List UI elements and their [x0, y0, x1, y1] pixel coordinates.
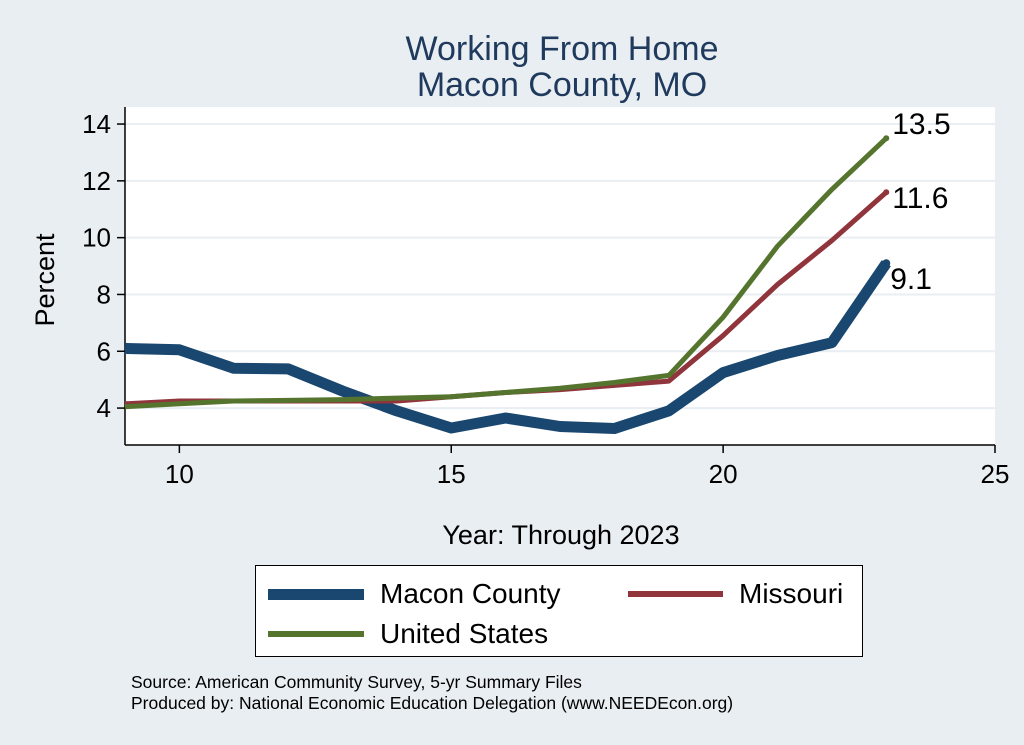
legend-item-united-states: United States	[268, 618, 548, 650]
x-tick-label: 10	[165, 459, 194, 489]
axes: 4 6 8 10 12 14 10 15 20 25 Percent Year: Through 20…	[30, 107, 1009, 550]
end-label-missouri: 11.6	[892, 182, 948, 215]
end-label-united-states: 13.5	[892, 108, 950, 141]
line-chart: 4 6 8 10 12 14 10 15 20 25 Percent Year: Through 20…	[30, 107, 1009, 550]
legend-swatch-macon-county	[268, 588, 364, 600]
x-tick-label: 25	[981, 459, 1010, 489]
series-end-point-united-states	[883, 135, 890, 142]
legend-label: United States	[380, 618, 549, 649]
end-labels: 9.1 11.6 13.5	[890, 108, 950, 296]
chart-subtitle: Macon County, MO	[416, 66, 708, 104]
series-line-united-states	[124, 136, 889, 410]
legend-item-macon-county: Macon County	[268, 578, 561, 610]
source-note: Source: American Community Survey, 5-yr …	[131, 672, 582, 692]
series-line-macon-county	[124, 260, 891, 434]
x-axis-title: Year: Through 2023	[442, 520, 679, 550]
series-end-point-missouri	[883, 189, 890, 196]
legend-item-missouri: Missouri	[628, 578, 843, 610]
y-tick-label: 8	[97, 279, 111, 309]
end-label-macon-county: 9.1	[890, 263, 932, 296]
series-end-point-macon-county	[882, 259, 891, 268]
y-tick-label: 14	[82, 109, 111, 139]
legend-label: Missouri	[739, 578, 844, 609]
y-tick-label: 10	[82, 223, 111, 253]
legend-label: Macon County	[380, 578, 561, 609]
chart-title: Working From Home	[405, 30, 719, 68]
y-axis-title: Percent	[30, 233, 60, 327]
producer-note: Produced by: National Economic Education…	[131, 693, 734, 713]
legend-swatch-united-states	[268, 631, 364, 637]
gridlines	[125, 123, 995, 410]
y-tick-label: 12	[82, 166, 111, 196]
y-tick-label: 6	[97, 336, 111, 366]
y-tick-label: 4	[97, 393, 111, 423]
series-lines	[124, 135, 891, 434]
x-tick-label: 15	[437, 459, 466, 489]
legend: Macon County Missouri United States	[255, 565, 863, 657]
x-tick-label: 20	[709, 459, 738, 489]
legend-swatch-missouri	[628, 591, 723, 597]
